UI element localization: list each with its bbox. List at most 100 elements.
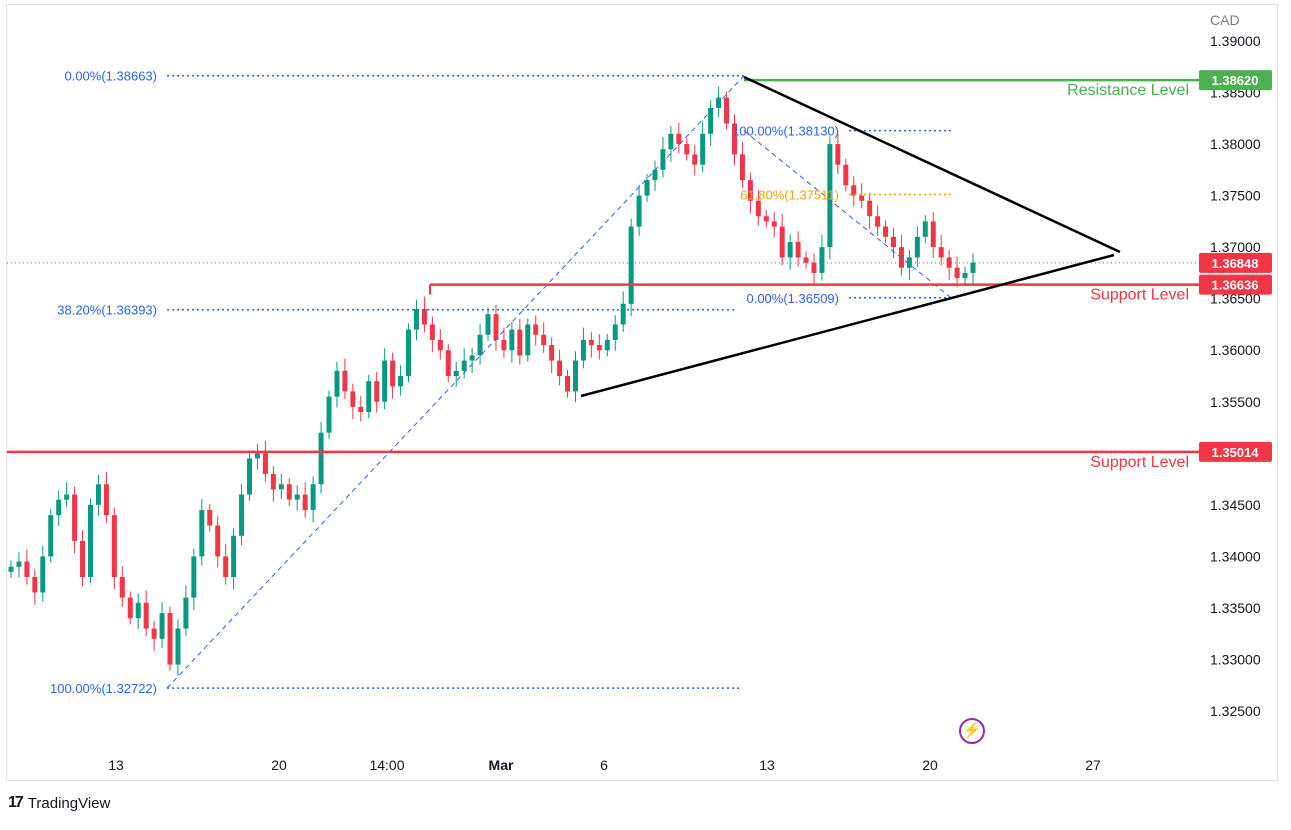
candle-body [175, 628, 181, 665]
candle-body [88, 504, 94, 577]
y-tick-label: 1.36000 [1210, 342, 1261, 358]
candle-body [930, 221, 936, 248]
candle-body [398, 376, 404, 387]
price-tag-label: 1.36636 [1212, 278, 1259, 293]
y-tick-label: 1.32500 [1210, 703, 1261, 719]
candle-body [676, 133, 682, 145]
candle-body [358, 406, 364, 413]
candle-body [485, 314, 491, 335]
candle-body [795, 242, 801, 258]
candle-body [111, 515, 117, 577]
candle-body [867, 200, 873, 217]
candle-body [413, 309, 419, 330]
candle-body [859, 195, 865, 201]
candle-body [525, 324, 531, 356]
level-label: Resistance Level [1067, 82, 1189, 99]
price-tag [1199, 441, 1272, 462]
fib-layer: 0.00%(1.38663) 38.20%(1.36393) 100.00%(1.3… [50, 69, 953, 696]
candle-body [946, 257, 952, 268]
candle-body [620, 303, 626, 325]
candle-body [819, 247, 825, 273]
candle-body [247, 458, 253, 495]
price-tag [1199, 274, 1272, 295]
candle-body [382, 360, 388, 402]
fib-level-label: 38.20%(1.36393) [57, 303, 157, 318]
candle-body [366, 381, 372, 413]
candle-body [8, 566, 14, 572]
candle-body [883, 226, 889, 237]
candle-body [406, 329, 412, 376]
candle-body [318, 432, 324, 485]
candle-body [72, 494, 78, 541]
candle-body [652, 169, 658, 181]
price-tag [1199, 252, 1272, 273]
candle-body [191, 556, 197, 598]
candle-body [461, 360, 467, 371]
candle-body [803, 257, 809, 263]
candle-body [477, 334, 483, 356]
candle-body [588, 339, 594, 346]
candle-body [628, 226, 634, 304]
candle-body [779, 226, 785, 258]
currency-label: CAD [1210, 12, 1240, 28]
candle-body [183, 597, 189, 629]
chart-plot[interactable]: 0.00%(1.38663) 38.20%(1.36393) 100.00%(1.3… [7, 5, 1277, 780]
candle-body [40, 556, 46, 593]
candle-body [970, 262, 976, 273]
candle-body [843, 164, 849, 186]
y-tick-label: 1.37500 [1210, 188, 1261, 204]
candle-body [199, 510, 205, 557]
candle-body [453, 370, 459, 376]
candle-body [342, 370, 348, 392]
candle-body [239, 494, 245, 536]
candle-body [167, 613, 173, 665]
y-tick-label: 1.36500 [1210, 291, 1261, 307]
fib-level-label: 100.00%(1.32722) [50, 681, 157, 696]
candle-body [557, 360, 563, 376]
lightning-icon[interactable]: ⚡ [959, 718, 985, 744]
fib-trend-line [743, 130, 952, 299]
candles-layer [8, 86, 976, 676]
candle-body [541, 334, 547, 346]
candle-body [692, 154, 698, 165]
price-tag-label: 1.38620 [1212, 73, 1259, 88]
candle-body [429, 324, 435, 340]
candle-body [755, 200, 761, 217]
candle-body [334, 370, 340, 397]
candle-body [437, 339, 443, 351]
brand[interactable]: 17 TradingView [8, 794, 110, 812]
candle-body [286, 484, 292, 500]
candle-body [954, 267, 960, 279]
candle-body [254, 453, 260, 459]
candle-body [596, 345, 602, 351]
fib-level-label: 61.80%(1.37511) [740, 187, 839, 202]
candle-body [922, 221, 928, 237]
candle-body [80, 540, 86, 577]
candle-body [326, 396, 332, 433]
candle-body [580, 339, 586, 361]
level-label: Support Level [1090, 287, 1189, 304]
levels-layer: Resistance Level Support Level Support Lev… [7, 78, 1199, 471]
candle-body [294, 494, 300, 500]
candle-body [103, 484, 109, 516]
y-tick-label: 1.33000 [1210, 651, 1261, 667]
candle-body [350, 391, 356, 407]
candle-body [32, 577, 38, 593]
candle-body [565, 376, 571, 392]
y-tick-label: 1.37000 [1210, 239, 1261, 255]
brand-name: TradingView [27, 794, 111, 812]
candle-body [469, 355, 475, 361]
candle-body [827, 144, 833, 248]
candle-body [914, 236, 920, 258]
triangle-upper-line [743, 75, 1121, 254]
candle-body [278, 484, 284, 490]
candle-body [811, 262, 817, 273]
candle-body [708, 108, 714, 134]
candle-body [771, 221, 777, 227]
candle-body [835, 144, 841, 165]
y-tick-label: 1.34500 [1210, 497, 1261, 513]
candle-body [962, 272, 968, 279]
x-tick-label: 20 [922, 757, 938, 773]
candle-body [135, 602, 141, 619]
tradingview-logo-icon: 17 [8, 794, 24, 811]
